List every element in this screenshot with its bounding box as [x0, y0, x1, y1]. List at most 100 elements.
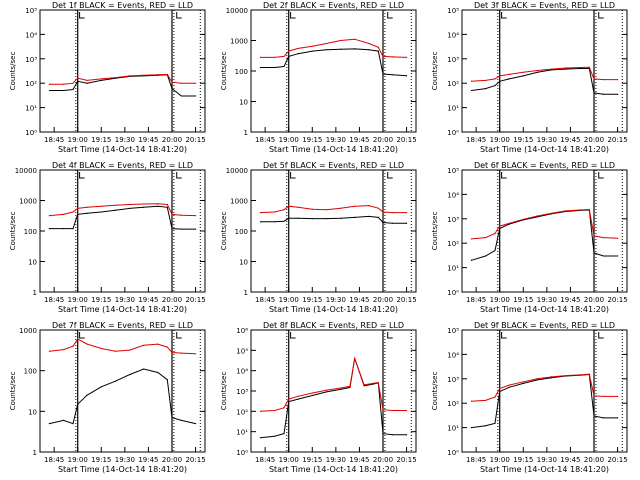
series-point [100, 211, 102, 213]
x-tick-label: 18:45 [255, 296, 275, 304]
series-point [171, 81, 173, 83]
series-point [77, 77, 79, 79]
series-point [484, 399, 487, 402]
plot-frame [39, 329, 206, 453]
x-tick-label: 19:45 [138, 456, 158, 464]
series-point [143, 74, 145, 76]
series-line-lld [49, 203, 196, 217]
y-tick-label: 10³ [447, 376, 459, 384]
x-tick-label: 19:30 [537, 136, 557, 144]
y-tick-label: 10¹ [25, 105, 37, 113]
series-point [508, 384, 510, 386]
series-point [288, 205, 290, 207]
series-point [550, 377, 553, 379]
series-point [288, 401, 290, 403]
series-point [382, 211, 384, 213]
series-point [325, 389, 328, 391]
series-line-lld [260, 38, 407, 58]
series-point [143, 203, 145, 205]
series-point [522, 75, 524, 77]
y-tick-label: 10³ [447, 56, 459, 64]
series-point [522, 382, 524, 384]
series-point [405, 222, 408, 224]
series-point [180, 228, 183, 230]
marker-l [598, 332, 604, 339]
series-point [166, 73, 168, 75]
marker-l [290, 172, 296, 179]
series-point [588, 373, 590, 375]
series-point [48, 83, 51, 85]
series-point [297, 398, 299, 400]
x-tick-label: 20:15 [607, 136, 627, 144]
series-point [522, 218, 524, 220]
detector-panel: Det 4f BLACK = Events, RED = LLD 1 10 100 10… [9, 161, 206, 314]
y-axis-label: Counts/sec [431, 372, 439, 411]
series-point [157, 205, 159, 207]
series-point [157, 203, 159, 205]
y-tick-label: 10 [239, 99, 248, 107]
series-point [62, 89, 65, 92]
series-point [382, 433, 384, 435]
series-line-lld [471, 208, 618, 240]
detector-panel: Det 3f BLACK = Events, RED = LLD 10⁰ 10¹ 10… [431, 1, 628, 154]
series-point [62, 348, 65, 351]
series-point [499, 227, 501, 230]
y-tick-label: 100 [24, 368, 37, 376]
panel-title: Det 3f BLACK = Events, RED = LLD [474, 1, 615, 10]
series-point [77, 403, 79, 405]
series-point [494, 84, 496, 87]
x-tick-label: 19:45 [349, 296, 369, 304]
series-point [405, 75, 408, 77]
panel-title: Det 5f BLACK = Events, RED = LLD [263, 161, 404, 170]
x-axis-label: Start Time (14-Oct-14 18:41:20) [269, 145, 398, 154]
series-point [354, 48, 356, 50]
series-point [72, 345, 74, 347]
y-tick-label: 10⁰ [447, 129, 459, 137]
detector-panel: Det 5f BLACK = Events, RED = LLD 1 10 100 10… [220, 161, 417, 314]
series-point [194, 95, 197, 97]
x-tick-label: 19:15 [513, 136, 533, 144]
x-tick-label: 18:45 [44, 456, 64, 464]
series-point [48, 422, 51, 425]
series-point [579, 209, 581, 211]
series-point [297, 47, 299, 50]
series-point [128, 203, 131, 206]
series-point [311, 392, 313, 394]
series-point [616, 395, 619, 397]
series-line-lld [471, 373, 618, 402]
series-point [325, 49, 328, 51]
series-point [354, 205, 356, 207]
y-tick-label: 10⁵ [25, 7, 37, 15]
series-point [565, 210, 567, 212]
series-point [377, 216, 379, 218]
plot-frame [250, 169, 417, 293]
y-axis-label: Counts/sec [431, 212, 439, 251]
x-tick-label: 20:00 [162, 136, 182, 144]
x-tick-label: 20:15 [607, 296, 627, 304]
series-point [86, 394, 88, 396]
series-point [391, 222, 394, 224]
series-line-events [260, 358, 407, 439]
series-point [283, 55, 285, 58]
y-tick-label: 10000 [15, 167, 37, 175]
x-axis-label: Start Time (14-Oct-14 18:41:20) [480, 145, 609, 154]
x-tick-label: 20:15 [185, 456, 205, 464]
y-axis-label: Counts/sec [9, 372, 17, 411]
series-point [288, 217, 290, 219]
y-tick-label: 1000 [230, 198, 248, 206]
series-point [283, 433, 285, 435]
x-tick-label: 20:15 [396, 296, 416, 304]
series-point [259, 221, 262, 223]
series-point [100, 386, 102, 388]
panel-title: Det 9f BLACK = Events, RED = LLD [474, 321, 615, 330]
series-point [311, 218, 313, 220]
x-tick-label: 19:45 [560, 456, 580, 464]
series-line-events [260, 48, 407, 77]
series-point [339, 217, 342, 219]
panel-title: Det 8f BLACK = Events, RED = LLD [263, 321, 404, 330]
series-point [484, 79, 487, 82]
x-tick-label: 19:00 [490, 296, 510, 304]
y-axis-label: Counts/sec [9, 52, 17, 91]
y-axis-label: Counts/sec [220, 212, 228, 251]
